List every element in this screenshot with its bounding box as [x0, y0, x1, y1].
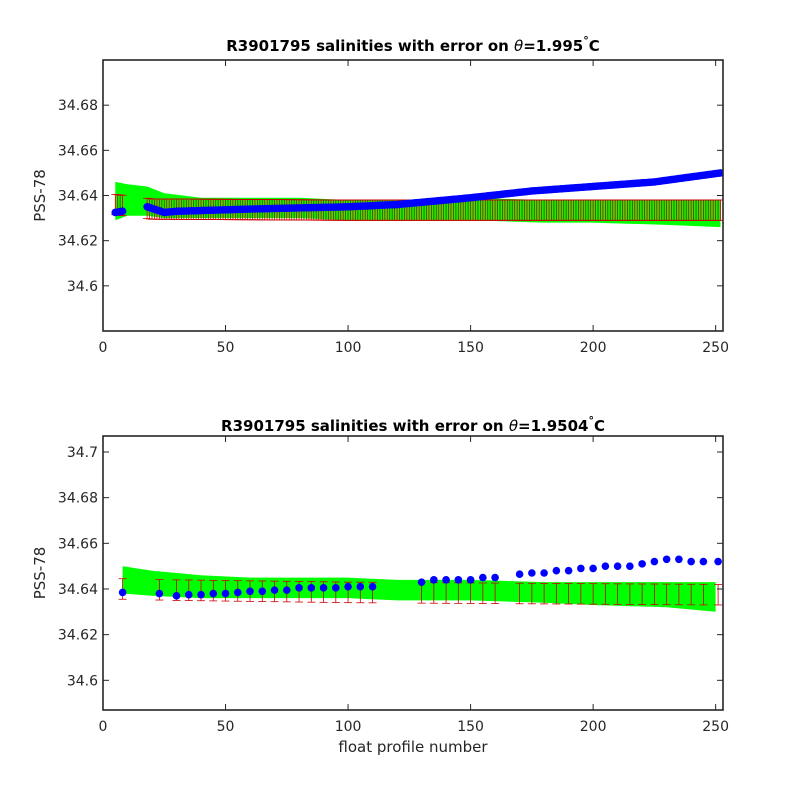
data-point: [221, 589, 230, 598]
title-value: =1.995: [523, 37, 583, 55]
title-unit: C: [594, 417, 605, 435]
y-tick-label: 34.62: [58, 234, 98, 250]
data-point: [675, 555, 683, 564]
title-prefix: R3901795 salinities with error on: [226, 37, 514, 55]
data-point: [209, 589, 218, 598]
data-point: [515, 570, 524, 578]
data-point: [319, 584, 328, 592]
x-tick-label: 100: [335, 340, 362, 356]
x-tick-label: 150: [457, 340, 484, 356]
data-point: [332, 584, 340, 592]
data-point: [295, 584, 303, 592]
y-tick-label: 34.68: [58, 98, 98, 114]
data-point: [528, 569, 536, 577]
data-point: [491, 573, 499, 582]
x-tick-label: 200: [580, 340, 607, 356]
data-point: [155, 589, 164, 598]
data-point: [118, 588, 127, 597]
title-unit: C: [589, 37, 600, 55]
data-point: [172, 592, 181, 600]
title-value: =1.9504: [518, 417, 588, 435]
plot-area: [111, 169, 723, 228]
data-point: [118, 207, 127, 215]
data-point: [442, 576, 450, 584]
data-point: [282, 586, 291, 594]
data-point: [184, 590, 193, 599]
y-tick-label: 34.64: [58, 189, 98, 205]
chart-title: R3901795 salinities with error on θ=1.99…: [226, 34, 600, 55]
data-point: [613, 562, 622, 570]
y-tick-label: 34.62: [58, 628, 98, 644]
plot-area: [118, 555, 723, 612]
data-point: [638, 560, 646, 568]
data-point: [540, 569, 548, 577]
y-tick-label: 34.66: [58, 536, 98, 552]
data-point: [626, 562, 634, 570]
y-axis-label: PSS-78: [31, 169, 49, 222]
x-tick-label: 0: [99, 719, 108, 735]
data-point: [246, 587, 254, 596]
data-point: [552, 566, 561, 575]
data-point: [601, 562, 610, 570]
x-tick-label: 50: [217, 719, 235, 735]
axes-box: [102, 435, 724, 711]
x-tick-label: 100: [335, 719, 362, 735]
data-point: [577, 564, 585, 573]
x-tick-label: 200: [580, 719, 607, 735]
data-point: [258, 587, 267, 596]
data-point: [368, 582, 377, 591]
x-tick-label: 50: [217, 340, 235, 356]
title-prefix: R3901795 salinities with error on: [221, 417, 509, 435]
data-point: [662, 555, 671, 564]
data-point: [417, 578, 426, 586]
data-point: [454, 576, 463, 584]
x-tick-label: 250: [702, 340, 729, 356]
data-point: [356, 582, 365, 591]
title-degree: °: [588, 414, 594, 427]
uncertainty-band: [122, 566, 716, 612]
data-point: [466, 576, 475, 584]
title-degree: °: [583, 34, 589, 47]
y-axis-label: PSS-78: [31, 547, 49, 600]
chart-title: R3901795 salinities with error on θ=1.95…: [221, 414, 605, 435]
y-tick-label: 34.6: [67, 673, 98, 689]
y-tick-label: 34.7: [67, 445, 98, 461]
x-axis-label: float profile number: [338, 738, 488, 756]
data-point: [699, 557, 708, 566]
axes-box: [102, 59, 724, 332]
y-tick-label: 34.64: [58, 582, 98, 598]
data-point: [589, 564, 597, 573]
data-point: [197, 590, 205, 599]
data-point: [650, 557, 659, 566]
data-point: [270, 586, 279, 594]
y-tick-label: 34.66: [58, 143, 98, 159]
data-point: [687, 557, 695, 566]
y-tick-label: 34.6: [67, 279, 98, 295]
title-theta: θ: [509, 417, 518, 435]
salinity-points: [111, 169, 723, 217]
title-theta: θ: [514, 37, 523, 55]
data-point: [430, 576, 438, 584]
x-tick-label: 150: [457, 719, 484, 735]
data-point: [479, 573, 487, 582]
x-tick-label: 250: [702, 719, 729, 735]
chart-1: R3901795 salinities with error on θ=1.99…: [31, 34, 729, 356]
y-tick-label: 34.68: [58, 491, 98, 507]
data-point: [716, 169, 723, 177]
data-point: [307, 584, 316, 592]
data-point: [564, 566, 573, 575]
chart-2: R3901795 salinities with error on θ=1.95…: [31, 414, 729, 756]
data-point: [714, 557, 722, 566]
x-tick-label: 0: [99, 340, 108, 356]
salinity-points: [118, 555, 722, 600]
data-point: [344, 582, 352, 591]
data-point: [233, 588, 242, 597]
